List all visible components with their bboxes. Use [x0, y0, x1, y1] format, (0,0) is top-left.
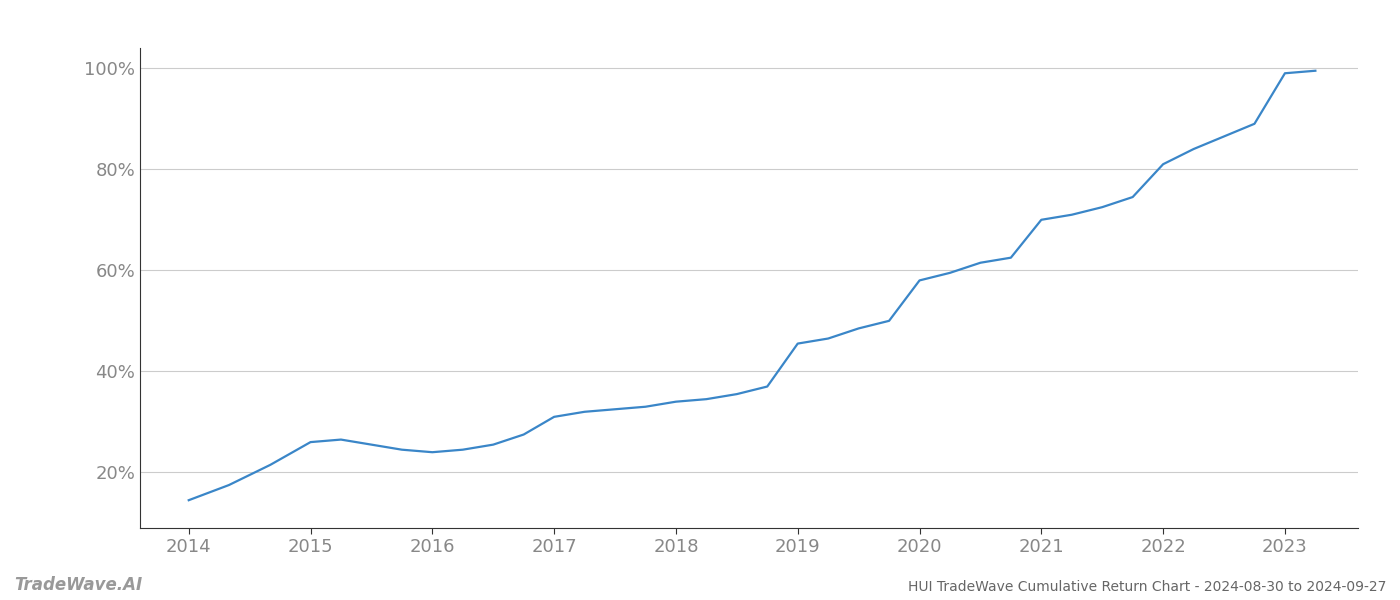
Text: HUI TradeWave Cumulative Return Chart - 2024-08-30 to 2024-09-27: HUI TradeWave Cumulative Return Chart - … — [907, 580, 1386, 594]
Text: TradeWave.AI: TradeWave.AI — [14, 576, 143, 594]
